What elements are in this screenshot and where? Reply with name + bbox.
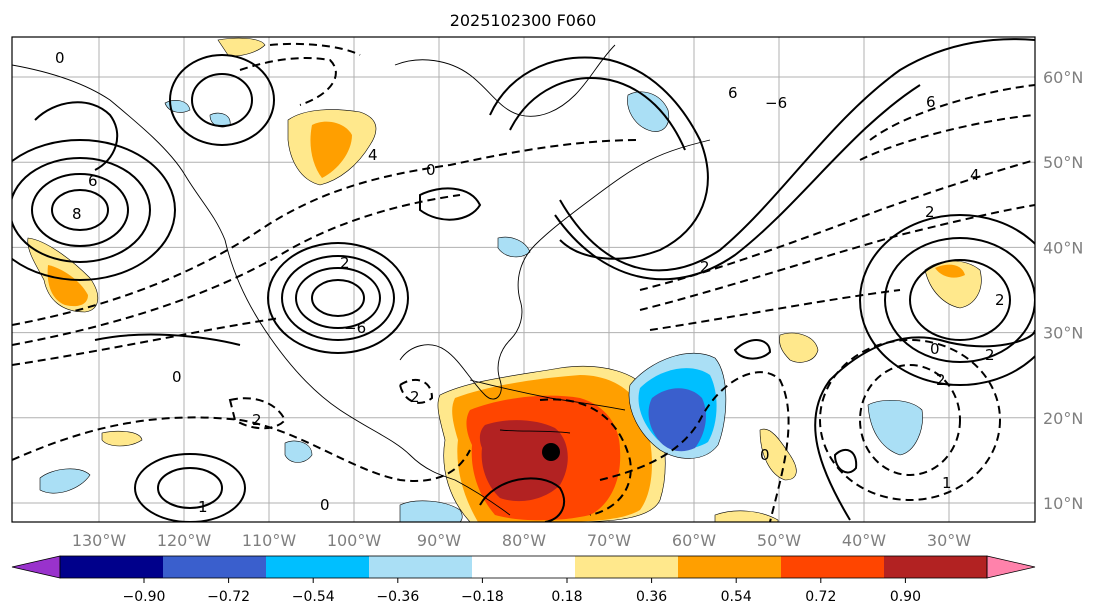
colorbar-bin <box>60 556 164 578</box>
colorbar-tick-label: 0.90 <box>890 589 921 605</box>
contour-label: 2 <box>995 291 1005 309</box>
contour-label: 2 <box>936 371 946 389</box>
shade-gulf-neg <box>497 236 531 258</box>
colorbar-tick-label: −0.36 <box>376 589 419 605</box>
contour-label: 1 <box>942 474 952 492</box>
contour-label: 8 <box>72 205 82 223</box>
contour-label: 0 <box>320 496 330 514</box>
latitude-labels: 60°N 50°N 40°N 30°N 20°N 10°N <box>1043 68 1083 513</box>
positive-contours <box>12 38 1035 522</box>
longitude-label: 100°W <box>327 531 382 550</box>
contour-label: −6 <box>765 94 787 112</box>
contour-label: 4 <box>368 146 378 164</box>
shade-pac-neg-small <box>284 440 313 463</box>
shade-bot-pos <box>714 510 779 522</box>
latitude-label: 40°N <box>1043 238 1083 257</box>
contour-label: 2 <box>925 203 935 221</box>
contour-label: 2 <box>700 258 710 276</box>
longitude-label: 110°W <box>242 531 297 550</box>
shade-caribbean-090 <box>479 420 568 502</box>
shade-pacific-pos2 <box>47 265 88 307</box>
latitude-label: 50°N <box>1043 153 1083 172</box>
contour-label: 4 <box>970 166 980 184</box>
colorbar-bin <box>781 556 885 578</box>
contour-label: −6 <box>344 319 366 337</box>
latitude-label: 30°N <box>1043 324 1083 343</box>
colorbar-frame <box>59 555 988 579</box>
colorbar-tick-label: 0.18 <box>551 589 582 605</box>
contour-label: 0 <box>760 446 770 464</box>
colorbar-labels: −0.90 −0.72 −0.54 −0.36 −0.18 0.18 0.36 0.54 0.7… <box>123 578 921 605</box>
colorbar-tick-label: −0.72 <box>207 589 250 605</box>
colorbar-tick-label: −0.18 <box>461 589 504 605</box>
contour-label: 0 <box>172 368 182 386</box>
colorbar-tick-label: 0.72 <box>805 589 836 605</box>
coastlines <box>12 44 711 516</box>
contour-label: 2 <box>252 411 262 429</box>
contour-label: 0 <box>930 340 940 358</box>
colorbar-tick-label: −0.54 <box>292 589 335 605</box>
map-title: 2025102300 F060 <box>450 11 597 30</box>
latitude-label: 60°N <box>1043 68 1083 87</box>
longitude-label: 50°W <box>757 531 801 550</box>
colorbar-bin <box>266 556 370 578</box>
longitude-label: 70°W <box>587 531 631 550</box>
contour-label: 6 <box>728 84 738 102</box>
map-frame <box>11 36 1036 523</box>
colorbar-tick-label: 0.36 <box>636 589 667 605</box>
colorbar-bin <box>369 556 473 578</box>
longitude-labels: 130°W 120°W 110°W 100°W 90°W 80°W 70°W 60°W 50°W… <box>72 531 971 550</box>
colorbar <box>11 555 1036 579</box>
shade-pac-pos-small <box>101 430 143 447</box>
shade-pac-neg-small2 <box>39 468 91 494</box>
colorbar-extend-high <box>986 555 1036 579</box>
latitude-label: 10°N <box>1043 494 1083 513</box>
longitude-label: 130°W <box>72 531 127 550</box>
longitude-label: 120°W <box>157 531 212 550</box>
shade-mid-pos2 <box>759 428 797 481</box>
shade-atlantic-072 <box>648 388 706 452</box>
shade-canada-pos2 <box>310 121 352 178</box>
shade-mid-pos <box>779 332 819 363</box>
contour-label: 2 <box>985 346 995 364</box>
longitude-label: 30°W <box>927 531 971 550</box>
contour-label: 6 <box>926 93 936 111</box>
shade-eastatl-neg <box>867 400 923 456</box>
longitude-label: 80°W <box>502 531 546 550</box>
longitude-label: 90°W <box>417 531 461 550</box>
shade-eastatl-pos2 <box>935 264 965 278</box>
contour-labels: 6 8 2 −6 6 4 2 2 2 1 1 0 0 0 0 0 2 2 6 4… <box>55 49 1005 516</box>
latitude-label: 20°N <box>1043 409 1083 428</box>
negative-contours <box>12 42 1035 522</box>
colorbar-bin <box>884 556 988 578</box>
colorbar-bin <box>472 556 576 578</box>
contour-label: 0 <box>55 49 65 67</box>
colorbar-bin <box>163 556 267 578</box>
longitude-label: 40°W <box>842 531 886 550</box>
colorbar-bin <box>575 556 679 578</box>
storm-center-marker <box>542 443 560 461</box>
contour-label: 2 <box>410 388 420 406</box>
map-content: 6 8 2 −6 6 4 2 2 2 1 1 0 0 0 0 0 2 2 6 4… <box>12 37 1035 522</box>
contour-label: 2 <box>340 254 350 272</box>
colorbar-tick-label: −0.90 <box>123 589 166 605</box>
contour-label: 1 <box>198 498 208 516</box>
contour-label: 6 <box>88 172 98 190</box>
colorbar-extend-low <box>11 555 61 579</box>
shade-labrador-neg <box>627 91 670 132</box>
colorbar-bin <box>678 556 782 578</box>
longitude-label: 60°W <box>672 531 716 550</box>
colorbar-tick-label: 0.54 <box>721 589 752 605</box>
contour-label: 0 <box>426 161 436 179</box>
